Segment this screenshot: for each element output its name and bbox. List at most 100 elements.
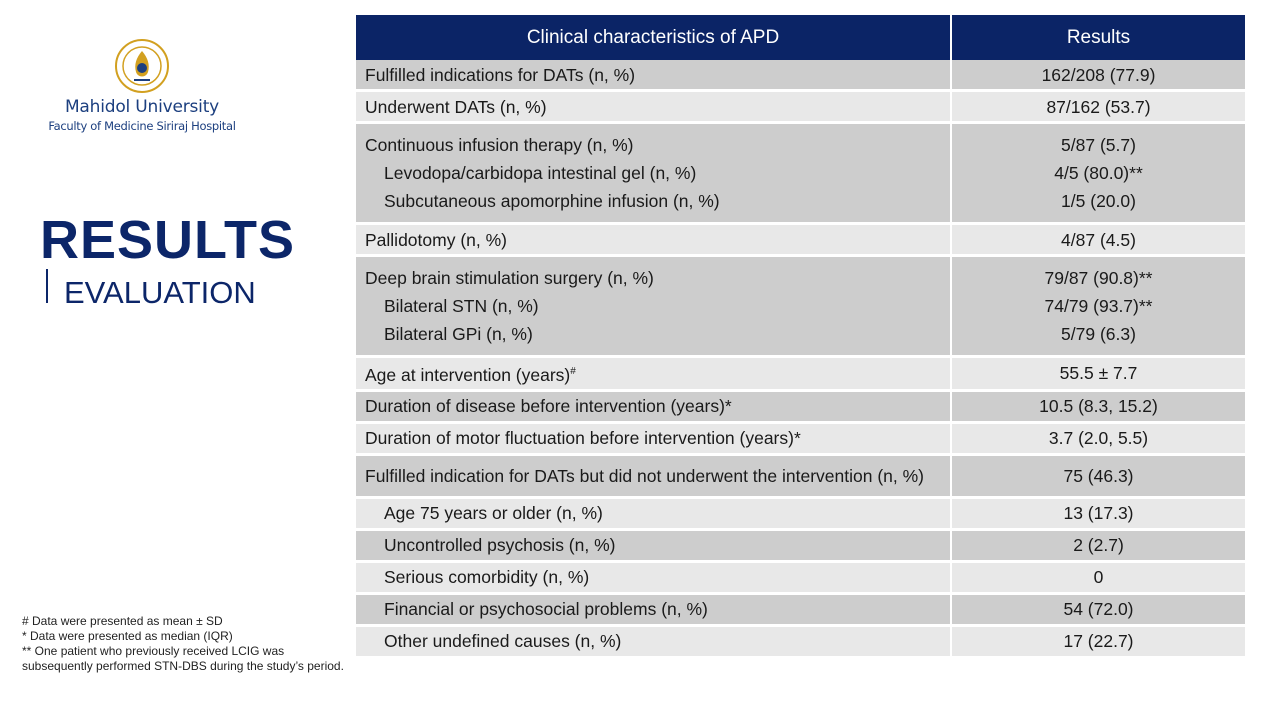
result-value: 1/5 (20.0): [1061, 191, 1136, 211]
table-row: Fulfilled indications for DATs (n, %) 162…: [356, 60, 1245, 92]
result-cell: 54 (72.0): [952, 594, 1245, 627]
label-text: Continuous infusion therapy (n, %): [365, 135, 634, 155]
result-cell: 17 (22.7): [952, 626, 1245, 659]
characteristic-label: Bilateral GPi (n, %): [365, 320, 950, 348]
result-value: 3.7 (2.0, 5.5): [1048, 428, 1149, 449]
characteristic-cell: Age 75 years or older (n, %): [356, 498, 952, 531]
result-cell: 5/87 (5.7) 4/5 (80.0)** 1/5 (20.0): [952, 124, 1245, 225]
table-row: Serious comorbidity (n, %) 0: [356, 562, 1245, 595]
label-text: Bilateral GPi (n, %): [384, 324, 533, 344]
table-row: Underwent DATs (n, %) 87/162 (53.7): [356, 92, 1245, 124]
result-cell: 75 (46.3): [952, 455, 1245, 499]
characteristic-label: Duration of motor fluctuation before int…: [365, 424, 950, 452]
characteristic-cell: Financial or psychosocial problems (n, %…: [356, 594, 952, 627]
characteristic-label: Subcutaneous apomorphine infusion (n, %): [365, 187, 950, 215]
label-text: Deep brain stimulation surgery (n, %): [365, 268, 654, 288]
characteristic-label: Deep brain stimulation surgery (n, %): [365, 264, 950, 292]
characteristic-label: Financial or psychosocial problems (n, %…: [365, 595, 950, 623]
label-text: Fulfilled indications for DATs (n, %): [365, 64, 636, 85]
label-text: Underwent DATs (n, %): [365, 96, 547, 117]
label-text: Bilateral STN (n, %): [384, 296, 539, 316]
result-value: 54 (72.0): [1063, 599, 1134, 620]
characteristic-cell: Fulfilled indication for DATs but did no…: [356, 455, 952, 499]
table-body: Fulfilled indications for DATs (n, %) 162…: [356, 60, 1245, 659]
table-row: Age at intervention (years)# 55.5 ± 7.7: [356, 358, 1245, 392]
table-row: Uncontrolled psychosis (n, %) 2 (2.7): [356, 530, 1245, 563]
table-row: Pallidotomy (n, %) 4/87 (4.5): [356, 225, 1245, 257]
characteristic-label: Age 75 years or older (n, %): [365, 499, 950, 527]
label-text: Subcutaneous apomorphine infusion (n, %): [384, 191, 720, 211]
label-text: Serious comorbidity (n, %): [384, 567, 590, 588]
characteristic-cell: Duration of disease before intervention …: [356, 391, 952, 424]
result-cell: 10.5 (8.3, 15.2): [952, 391, 1245, 424]
table-row: Duration of disease before intervention …: [356, 391, 1245, 424]
table-row: Duration of motor fluctuation before int…: [356, 423, 1245, 456]
label-text: Financial or psychosocial problems (n, %…: [384, 599, 708, 620]
footnote: # Data were presented as mean ± SD: [22, 614, 223, 628]
characteristic-cell: Fulfilled indications for DATs (n, %): [356, 60, 952, 92]
characteristic-label: Other undefined causes (n, %): [365, 627, 950, 655]
result-value: 0: [1093, 567, 1104, 588]
characteristic-label: Uncontrolled psychosis (n, %): [365, 531, 950, 559]
characteristic-cell: Continuous infusion therapy (n, %) Levodo…: [356, 124, 952, 225]
characteristic-label: Serious comorbidity (n, %): [365, 563, 950, 591]
table-row: Deep brain stimulation surgery (n, %) Bil…: [356, 257, 1245, 358]
result-value: 17 (22.7): [1063, 631, 1134, 652]
label-text: Pallidotomy (n, %): [365, 229, 507, 250]
result-cell: 79/87 (90.8)** 74/79 (93.7)** 5/79 (6.3): [952, 257, 1245, 358]
label-text: Fulfilled indication for DATs but did no…: [365, 465, 925, 486]
result-value: 2 (2.7): [1073, 535, 1124, 556]
result-value: 79/87 (90.8)**: [1044, 268, 1153, 288]
characteristic-label: Fulfilled indications for DATs (n, %): [365, 61, 950, 89]
result-value: 4/87 (4.5): [1061, 229, 1136, 250]
results-table: Clinical characteristics of APD Results …: [356, 15, 1245, 659]
result-value: 5/87 (5.7): [1061, 135, 1136, 155]
result-value: 87/162 (53.7): [1046, 96, 1151, 117]
footnote: ** One patient who previously received L…: [22, 644, 344, 673]
section-divider: [46, 269, 48, 303]
section-title: RESULTS: [40, 210, 296, 270]
characteristic-cell: Age at intervention (years)#: [356, 358, 952, 392]
footnote: * Data were presented as median (IQR): [22, 629, 233, 643]
result-cell: 0: [952, 562, 1245, 595]
characteristic-label: Fulfilled indication for DATs but did no…: [365, 462, 950, 490]
result-value: 4/5 (80.0)**: [1054, 163, 1143, 183]
characteristic-cell: Pallidotomy (n, %): [356, 225, 952, 257]
result-value: 5/79 (6.3): [1061, 324, 1136, 344]
label-text: Other undefined causes (n, %): [384, 631, 622, 652]
section-subtitle: EVALUATION: [64, 275, 256, 310]
label-text: Uncontrolled psychosis (n, %): [384, 535, 616, 556]
result-cell: 4/87 (4.5): [952, 225, 1245, 257]
label-text: Levodopa/carbidopa intestinal gel (n, %): [384, 163, 697, 183]
characteristic-cell: Other undefined causes (n, %): [356, 626, 952, 659]
university-seal-icon: [115, 39, 169, 93]
footnote-marker: #: [570, 366, 576, 377]
label-text: Age at intervention (years): [365, 364, 571, 385]
result-cell: 2 (2.7): [952, 530, 1245, 563]
table-row: Financial or psychosocial problems (n, %…: [356, 594, 1245, 627]
characteristic-label: Duration of disease before intervention …: [365, 392, 950, 420]
table-row: Fulfilled indication for DATs but did no…: [356, 455, 1245, 499]
result-cell: 162/208 (77.9): [952, 60, 1245, 92]
university-name: Mahidol University: [64, 97, 220, 117]
header-results: Results: [952, 15, 1245, 60]
characteristic-label: Underwent DATs (n, %): [365, 93, 950, 121]
table-row: Age 75 years or older (n, %) 13 (17.3): [356, 498, 1245, 531]
characteristic-label: Bilateral STN (n, %): [365, 292, 950, 320]
result-value: 162/208 (77.9): [1041, 64, 1156, 85]
result-cell: 13 (17.3): [952, 498, 1245, 531]
characteristic-cell: Duration of motor fluctuation before int…: [356, 423, 952, 456]
characteristic-label: Continuous infusion therapy (n, %): [365, 131, 950, 159]
result-value: 13 (17.3): [1063, 503, 1134, 524]
table-row: Continuous infusion therapy (n, %) Levodo…: [356, 124, 1245, 225]
label-text: Duration of motor fluctuation before int…: [365, 428, 801, 449]
characteristic-cell: Uncontrolled psychosis (n, %): [356, 530, 952, 563]
table-header-row: Clinical characteristics of APD Results: [356, 15, 1245, 60]
result-value: 10.5 (8.3, 15.2): [1039, 396, 1158, 417]
characteristic-label: Age at intervention (years)#: [365, 358, 950, 389]
characteristic-cell: Serious comorbidity (n, %): [356, 562, 952, 595]
university-logo: Mahidol University Faculty of Medicine S…: [40, 38, 250, 138]
faculty-name: Faculty of Medicine Siriraj Hospital: [48, 119, 236, 133]
result-cell: 87/162 (53.7): [952, 92, 1245, 124]
table-row: Other undefined causes (n, %) 17 (22.7): [356, 626, 1245, 659]
